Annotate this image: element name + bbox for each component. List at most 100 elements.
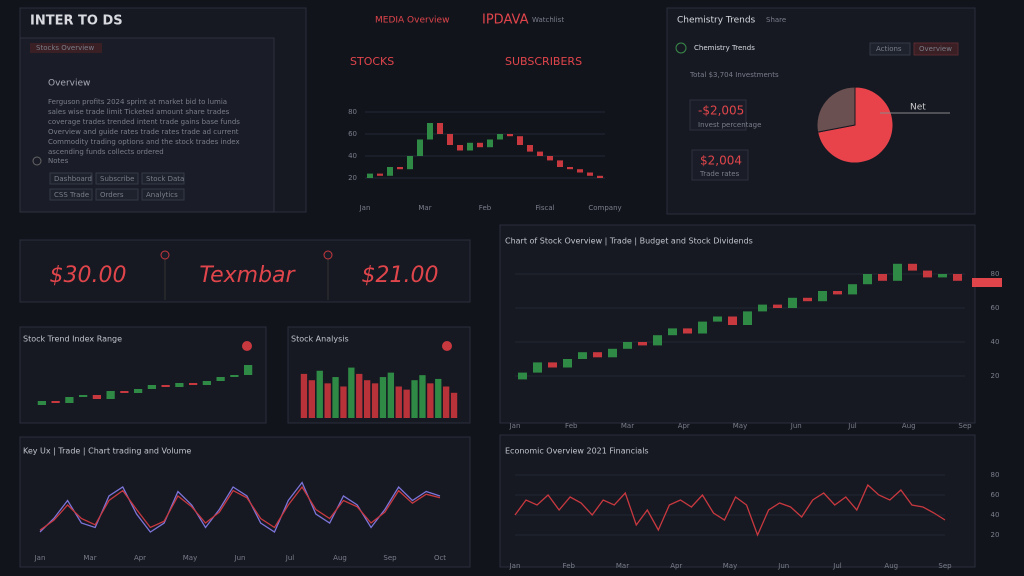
candle xyxy=(147,385,156,389)
paragraph-line: ascending funds collects ordered xyxy=(48,148,164,156)
candle xyxy=(608,348,617,358)
candle xyxy=(216,377,225,381)
x-tick-label: Aug xyxy=(333,554,347,562)
candle xyxy=(230,375,239,377)
x-tick-label: Aug xyxy=(884,562,898,570)
bar xyxy=(300,373,308,418)
candle xyxy=(457,145,463,151)
button[interactable] xyxy=(49,172,93,185)
button-label[interactable]: CSS Trade xyxy=(54,191,89,199)
button-label[interactable]: Stock Data xyxy=(146,175,184,183)
tab[interactable]: Share xyxy=(766,16,786,24)
icon xyxy=(242,341,252,351)
candle xyxy=(653,335,662,346)
candle xyxy=(189,383,198,385)
total: Total $3,704 Investments xyxy=(689,71,779,79)
bar xyxy=(356,373,363,418)
chart-panel xyxy=(499,224,976,424)
candle xyxy=(427,123,433,140)
button[interactable] xyxy=(95,188,139,201)
button[interactable] xyxy=(141,172,185,185)
tab[interactable] xyxy=(30,43,102,53)
heading: Overview xyxy=(48,79,90,89)
x-tick-label: Jul xyxy=(285,554,295,562)
candle xyxy=(407,156,413,170)
stat-box xyxy=(689,99,747,131)
bar xyxy=(403,389,410,418)
paragraph-line: coverage trades trended intent trade gai… xyxy=(48,118,240,126)
x-tick-label: Jun xyxy=(790,422,802,430)
candle xyxy=(134,389,143,393)
stat-value: $30.00 xyxy=(50,263,127,288)
paragraph-line: Commodity trading options and the stock … xyxy=(48,138,240,146)
x-tick-label: May xyxy=(183,554,197,562)
candle xyxy=(668,328,677,336)
candle xyxy=(953,274,962,281)
paragraph-line: Overview and guide rates trade rates tra… xyxy=(48,128,239,136)
x-tick-label: Feb xyxy=(565,422,578,430)
button[interactable] xyxy=(869,42,911,56)
candle xyxy=(437,123,443,134)
button[interactable] xyxy=(95,172,139,185)
section-title: Notes xyxy=(48,157,69,165)
bar xyxy=(419,375,426,418)
candle xyxy=(497,134,503,140)
tab-label[interactable]: Stocks Overview xyxy=(36,44,94,52)
candle xyxy=(593,352,602,358)
button-label[interactable]: Dashboard xyxy=(54,175,92,183)
button-label[interactable]: Subscribe xyxy=(100,175,134,183)
stat-box xyxy=(691,149,749,181)
x-tick-label: Sep xyxy=(383,554,397,562)
x-tick-label: Apr xyxy=(134,554,146,562)
button-label[interactable]: Overview xyxy=(919,45,952,53)
chart-title: STOCKS xyxy=(350,55,394,68)
chart-title: Economic Overview 2021 Financials xyxy=(505,447,649,456)
chart-panel xyxy=(19,436,471,568)
button[interactable] xyxy=(141,188,185,201)
x-tick-label: May xyxy=(733,422,747,430)
candle xyxy=(728,316,737,325)
stat-value: -$2,005 xyxy=(698,104,744,118)
panel-title: Chemistry Trends xyxy=(677,16,756,26)
candle xyxy=(923,270,932,278)
bar xyxy=(435,378,442,418)
candle xyxy=(507,134,513,137)
price-marker xyxy=(972,278,1002,287)
candle xyxy=(878,274,887,281)
candle xyxy=(567,167,573,170)
candle xyxy=(537,151,543,156)
pie-label: Net xyxy=(910,103,926,113)
candle xyxy=(863,274,872,285)
y-tick-label: 40 xyxy=(991,511,1000,519)
line-series xyxy=(39,485,441,531)
bar xyxy=(411,380,418,418)
button-label[interactable]: Orders xyxy=(100,191,124,199)
x-tick-label: Sep xyxy=(958,422,972,430)
candle xyxy=(487,139,493,148)
y-tick-label: 80 xyxy=(348,108,357,116)
candle xyxy=(698,321,707,334)
x-tick-label: Mar xyxy=(621,422,634,430)
chart-subtitle: SUBSCRIBERS xyxy=(505,55,582,68)
paragraph-line: sales wise trade limit Ticketed amount s… xyxy=(48,108,230,116)
x-tick-label: Aug xyxy=(902,422,916,430)
x-tick-label: Jan xyxy=(34,554,46,562)
x-tick-label: Apr xyxy=(678,422,690,430)
header-label: MEDIA Overview xyxy=(375,16,449,26)
stats-panel xyxy=(19,239,471,303)
candle xyxy=(447,134,453,145)
button[interactable] xyxy=(913,42,959,56)
chart-title: Key Ux | Trade | Chart trading and Volum… xyxy=(23,447,191,456)
icon xyxy=(675,42,687,54)
button[interactable] xyxy=(49,188,93,201)
bar xyxy=(442,386,450,418)
y-tick-label: 80 xyxy=(991,270,1000,278)
candle xyxy=(557,160,563,167)
button-label[interactable]: Actions xyxy=(876,45,902,53)
bar xyxy=(348,367,355,418)
stat-note: Invest percentage xyxy=(698,121,761,129)
bar xyxy=(387,372,395,418)
button-label[interactable]: Analytics xyxy=(146,191,178,199)
candle xyxy=(577,169,583,173)
